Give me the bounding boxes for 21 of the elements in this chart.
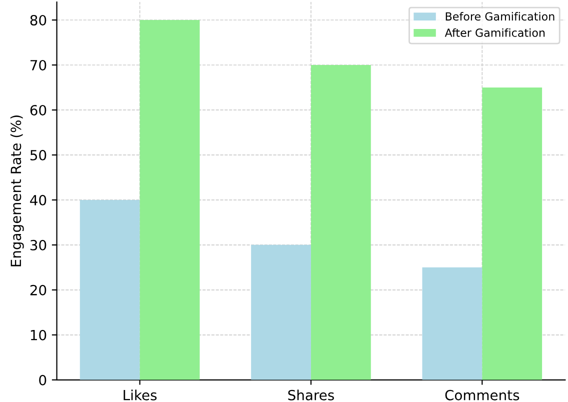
y-tick-label: 80 — [30, 14, 46, 26]
y-tick-label: 40 — [30, 194, 46, 206]
y-axis-title: Engagement Rate (%) — [10, 116, 24, 266]
x-tick-label: Shares — [288, 390, 334, 400]
y-tick-label: 60 — [30, 104, 46, 116]
bar — [251, 244, 311, 380]
y-tick-label: 20 — [30, 284, 46, 296]
y-tick-label: 0 — [39, 374, 46, 386]
bar — [482, 87, 542, 380]
x-tick-label: Comments — [445, 390, 520, 400]
legend-label: Before Gamification — [446, 12, 554, 21]
bar — [422, 267, 482, 380]
bar — [140, 20, 200, 380]
bar — [80, 200, 140, 380]
y-tick-label: 70 — [30, 60, 46, 70]
y-tick-label: 50 — [30, 150, 46, 160]
y-tick-label: 30 — [30, 240, 46, 250]
y-tick-label: 10 — [30, 330, 46, 340]
bar — [310, 64, 371, 380]
legend-label: After Gamification — [444, 28, 545, 37]
x-tick-label: Likes — [124, 390, 157, 400]
